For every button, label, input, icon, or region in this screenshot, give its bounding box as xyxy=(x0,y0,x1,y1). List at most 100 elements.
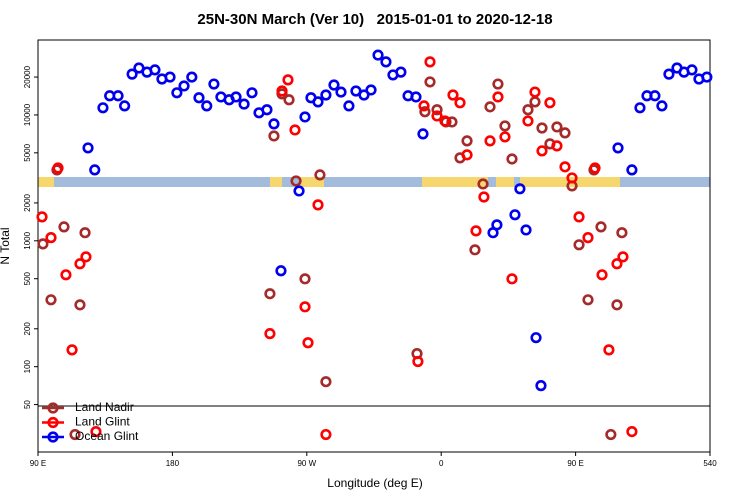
point xyxy=(320,89,332,101)
point xyxy=(477,178,489,190)
point xyxy=(424,76,436,88)
point xyxy=(431,110,443,122)
point xyxy=(522,104,534,116)
point xyxy=(686,64,698,76)
point xyxy=(193,92,205,104)
y-tick-label: 200 xyxy=(23,322,32,336)
point xyxy=(506,273,518,285)
y-tick-label: 1000 xyxy=(23,231,32,249)
point xyxy=(520,224,532,236)
point xyxy=(447,89,459,101)
point xyxy=(358,89,370,101)
point xyxy=(171,87,183,99)
point xyxy=(663,68,675,80)
point xyxy=(320,376,332,388)
point xyxy=(499,120,511,132)
point xyxy=(612,142,624,154)
point xyxy=(616,227,628,239)
point xyxy=(58,221,70,233)
point xyxy=(299,273,311,285)
map-strip xyxy=(38,177,710,187)
point xyxy=(559,127,571,139)
y-tick-label: 500 xyxy=(23,271,32,285)
point xyxy=(492,78,504,90)
point xyxy=(112,90,124,102)
point xyxy=(45,294,57,306)
point xyxy=(478,191,490,203)
point xyxy=(52,162,64,174)
point xyxy=(410,91,422,103)
point xyxy=(544,97,556,109)
point xyxy=(282,74,294,86)
point xyxy=(283,94,295,106)
x-tick-label: 180 xyxy=(166,459,180,468)
point xyxy=(89,164,101,176)
point xyxy=(530,332,542,344)
point xyxy=(701,71,713,83)
point xyxy=(573,239,585,251)
point xyxy=(201,100,213,112)
y-axis-label: N Total xyxy=(0,227,12,264)
point xyxy=(299,111,311,123)
point xyxy=(246,87,258,99)
point xyxy=(45,232,57,244)
point xyxy=(529,96,541,108)
point xyxy=(626,164,638,176)
point xyxy=(264,328,276,340)
point xyxy=(649,90,661,102)
point xyxy=(79,227,91,239)
point xyxy=(312,199,324,211)
point xyxy=(491,219,503,231)
point xyxy=(439,115,451,127)
point xyxy=(461,149,473,161)
point xyxy=(238,98,250,110)
point xyxy=(149,64,161,76)
point xyxy=(320,428,332,441)
point xyxy=(492,91,504,103)
point xyxy=(522,115,534,127)
point xyxy=(230,91,242,103)
point xyxy=(302,337,314,349)
point xyxy=(611,299,623,311)
point xyxy=(509,209,521,221)
point xyxy=(395,66,407,78)
point xyxy=(60,269,72,281)
point xyxy=(634,102,646,114)
point xyxy=(551,140,563,152)
point xyxy=(470,225,482,237)
point xyxy=(589,162,601,174)
point xyxy=(90,425,102,438)
point xyxy=(178,80,190,92)
point xyxy=(551,121,563,133)
point xyxy=(380,56,392,68)
point xyxy=(656,100,668,112)
point xyxy=(446,116,458,128)
y-tick-label: 10000 xyxy=(23,103,32,126)
point xyxy=(36,211,48,223)
point xyxy=(264,288,276,300)
y-tick-label: 5000 xyxy=(23,143,32,161)
point xyxy=(418,100,430,112)
point xyxy=(626,425,638,438)
y-tick-label: 100 xyxy=(23,359,32,373)
point xyxy=(536,122,548,134)
point xyxy=(293,185,305,197)
point xyxy=(74,258,86,270)
point xyxy=(514,183,526,195)
point xyxy=(268,130,280,142)
point xyxy=(69,428,81,441)
point xyxy=(412,355,424,368)
point xyxy=(372,49,384,61)
x-tick-label: 90 E xyxy=(567,459,583,468)
x-tick-label: 90 E xyxy=(30,459,46,468)
point xyxy=(596,269,608,281)
point xyxy=(535,380,547,392)
point xyxy=(299,301,311,313)
legend-label: Land Nadir xyxy=(75,400,134,414)
point xyxy=(603,344,615,356)
y-tick-label: 20000 xyxy=(23,65,32,88)
point xyxy=(312,96,324,108)
point xyxy=(424,56,436,68)
point xyxy=(37,238,49,250)
